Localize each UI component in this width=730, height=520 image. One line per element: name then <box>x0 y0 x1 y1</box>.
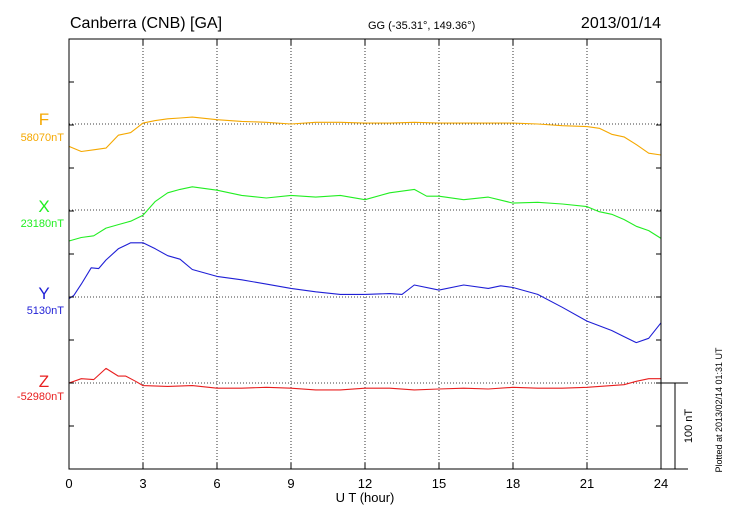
x-tick-label: 9 <box>287 476 294 491</box>
x-tick-label: 24 <box>654 476 668 491</box>
x-tick-label: 18 <box>506 476 520 491</box>
series-name-z: Z <box>39 372 49 391</box>
plot-frame <box>68 38 662 470</box>
series-line-x <box>68 186 662 242</box>
series-baseline-z: -52980nT <box>17 391 64 403</box>
series-layer <box>68 116 662 391</box>
series-line-z <box>68 367 661 391</box>
date-label: 2013/01/14 <box>581 15 661 32</box>
series-name-f: F <box>39 110 49 129</box>
series-name-y: Y <box>38 284 49 303</box>
scale-bar: 100 nT <box>661 382 695 470</box>
series-baseline-y: 5130nT <box>27 305 65 317</box>
station-title: Canberra (CNB) [GA] <box>70 15 222 32</box>
grid-layer <box>69 39 661 469</box>
x-tick-label: 6 <box>213 476 220 491</box>
x-axis-label: U T (hour) <box>336 490 395 505</box>
series-name-x: X <box>38 197 49 216</box>
series-labels: F 58070nT X 23180nT Y 5130nT Z-52980nT <box>17 110 64 403</box>
series-baseline-x: 23180nT <box>21 218 65 230</box>
series-baseline-f: 58070nT <box>21 132 65 144</box>
x-tick-label: 15 <box>432 476 446 491</box>
series-line-y <box>68 242 662 344</box>
coordinates-label: GG (-35.31°, 149.36°) <box>368 20 475 32</box>
series-line-f <box>68 116 662 156</box>
x-tick-label: 3 <box>139 476 146 491</box>
plotted-note: Plotted at 2013/02/14 01:31 UT <box>714 347 724 473</box>
x-tick-label: 21 <box>580 476 594 491</box>
x-ticks: 0 3 6 9 12 15 18 21 24 <box>65 39 668 491</box>
x-tick-label: 12 <box>358 476 372 491</box>
scale-bar-label: 100 nT <box>683 409 695 444</box>
x-tick-label: 0 <box>65 476 72 491</box>
